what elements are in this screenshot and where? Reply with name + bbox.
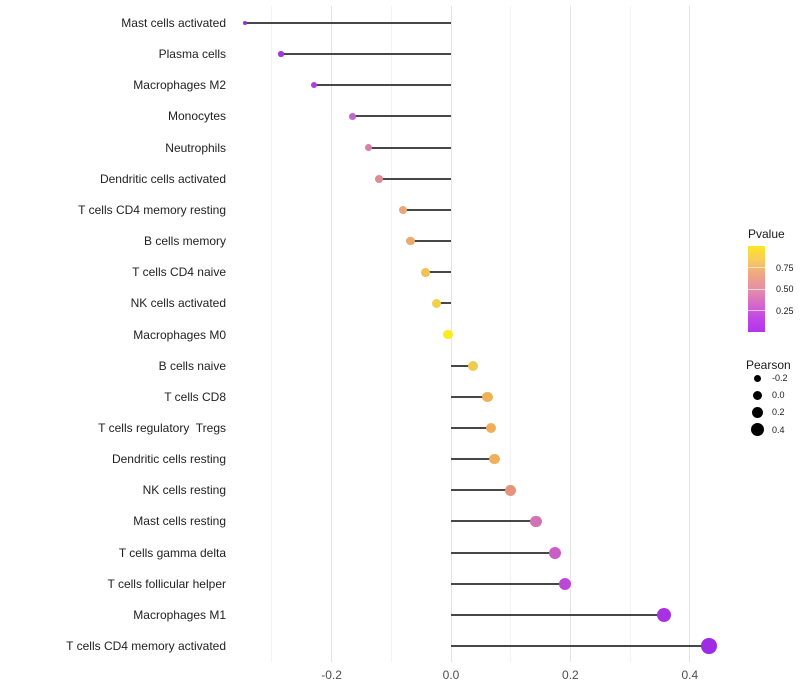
category-label: Mast cells resting <box>133 514 226 529</box>
colorbar-tick-label: 0.25 <box>776 305 794 316</box>
colorbar-tick-label: 0.50 <box>776 284 794 294</box>
x-tick-label: 0.0 <box>442 668 460 682</box>
gridline-minor <box>271 6 273 662</box>
gridline-minor <box>510 6 512 662</box>
lollipop-dot <box>468 360 479 371</box>
lollipop-segment <box>451 395 488 398</box>
lollipop-segment <box>280 53 451 56</box>
category-label: Neutrophils <box>165 140 226 155</box>
lollipop-segment <box>379 177 451 180</box>
pearson-legend-dot <box>751 406 763 418</box>
category-label: T cells CD4 memory activated <box>66 639 226 653</box>
lollipop-dot <box>431 298 441 308</box>
lollipop-dot <box>489 453 500 465</box>
lollipop-dot <box>375 174 384 183</box>
lollipop-segment <box>451 489 511 492</box>
lollipop-dot <box>656 607 672 623</box>
lollipop-segment <box>451 364 474 367</box>
pearson-legend-title: Pearson <box>746 358 791 372</box>
lollipop-segment <box>352 115 451 118</box>
pvalue-legend-title: Pvalue <box>748 227 785 241</box>
pearson-legend-dot <box>752 390 762 400</box>
category-label: Macrophages M1 <box>133 607 226 622</box>
category-label: B cells naive <box>158 358 226 373</box>
gridline-minor <box>629 6 631 662</box>
category-label: Dendritic cells activated <box>99 171 226 186</box>
lollipop-dot <box>242 20 248 26</box>
lollipop-segment <box>451 551 555 554</box>
lollipop-dot <box>348 112 357 120</box>
pearson-legend-dot <box>753 374 761 382</box>
lollipop-dot <box>443 329 453 340</box>
gridline-major <box>569 6 571 662</box>
x-tick-label: -0.2 <box>321 668 342 682</box>
category-label: T cells CD4 memory resting <box>78 202 226 217</box>
category-label: NK cells activated <box>130 296 226 311</box>
lollipop-dot <box>399 205 408 215</box>
x-tick-label: 0.2 <box>562 668 579 682</box>
pearson-legend-dot <box>750 423 764 437</box>
gridline-major <box>331 6 333 662</box>
lollipop-segment <box>451 645 709 647</box>
x-tick-label: 0.4 <box>681 668 699 682</box>
pearson-legend-label: 0.2 <box>772 407 785 418</box>
category-label: Plasma cells <box>158 47 226 62</box>
category-label: B cells memory <box>143 234 226 249</box>
category-label: T cells CD8 <box>164 389 226 404</box>
pearson-legend-label: -0.2 <box>772 373 788 383</box>
lollipop-dot <box>406 236 415 246</box>
lollipop-segment <box>436 302 451 305</box>
category-label: T cells gamma delta <box>118 545 226 560</box>
colorbar-tick <box>748 288 765 290</box>
lollipop-segment <box>451 613 665 616</box>
lollipop-segment <box>245 22 451 24</box>
lollipop-dot <box>529 515 542 528</box>
lollipop-segment <box>410 240 451 243</box>
lollipop-segment <box>451 520 536 523</box>
pearson-legend-label: 0.4 <box>772 424 785 435</box>
category-label: Dendritic cells resting <box>111 452 226 467</box>
colorbar-tick-label: 0.75 <box>776 262 794 273</box>
category-label: Mast cells activated <box>121 16 226 30</box>
category-label: T cells CD4 naive <box>132 265 226 280</box>
category-label: Macrophages M0 <box>133 327 226 342</box>
pearson-legend-label: 0.0 <box>772 390 785 401</box>
lollipop-segment <box>313 84 451 87</box>
lollipop-dot <box>485 422 497 434</box>
gridline-minor <box>390 6 392 662</box>
colorbar-tick <box>748 310 765 311</box>
lollipop-dot <box>364 143 373 152</box>
lollipop-dot <box>482 391 493 402</box>
category-label: Macrophages M2 <box>133 78 226 93</box>
lollipop-segment <box>451 458 495 461</box>
colorbar-tick <box>748 267 765 268</box>
lollipop-dot <box>310 82 317 89</box>
category-label: NK cells resting <box>142 483 226 498</box>
lollipop-segment <box>451 582 566 585</box>
lollipop-dot <box>548 546 561 559</box>
lollipop-segment <box>403 208 451 211</box>
lollipop-dot <box>701 638 717 654</box>
gridline-major <box>689 6 691 662</box>
lollipop-dot <box>278 51 284 57</box>
lollipop-dot <box>558 577 572 590</box>
lollipop-dot <box>505 484 517 496</box>
category-label: Monocytes <box>167 109 226 124</box>
category-label: T cells follicular helper <box>107 576 227 591</box>
lollipop-segment <box>368 146 451 149</box>
lollipop-segment <box>451 426 491 429</box>
category-label: T cells regulatory Tregs <box>98 420 226 435</box>
lollipop-segment <box>425 271 451 274</box>
lollipop-dot <box>421 267 431 277</box>
